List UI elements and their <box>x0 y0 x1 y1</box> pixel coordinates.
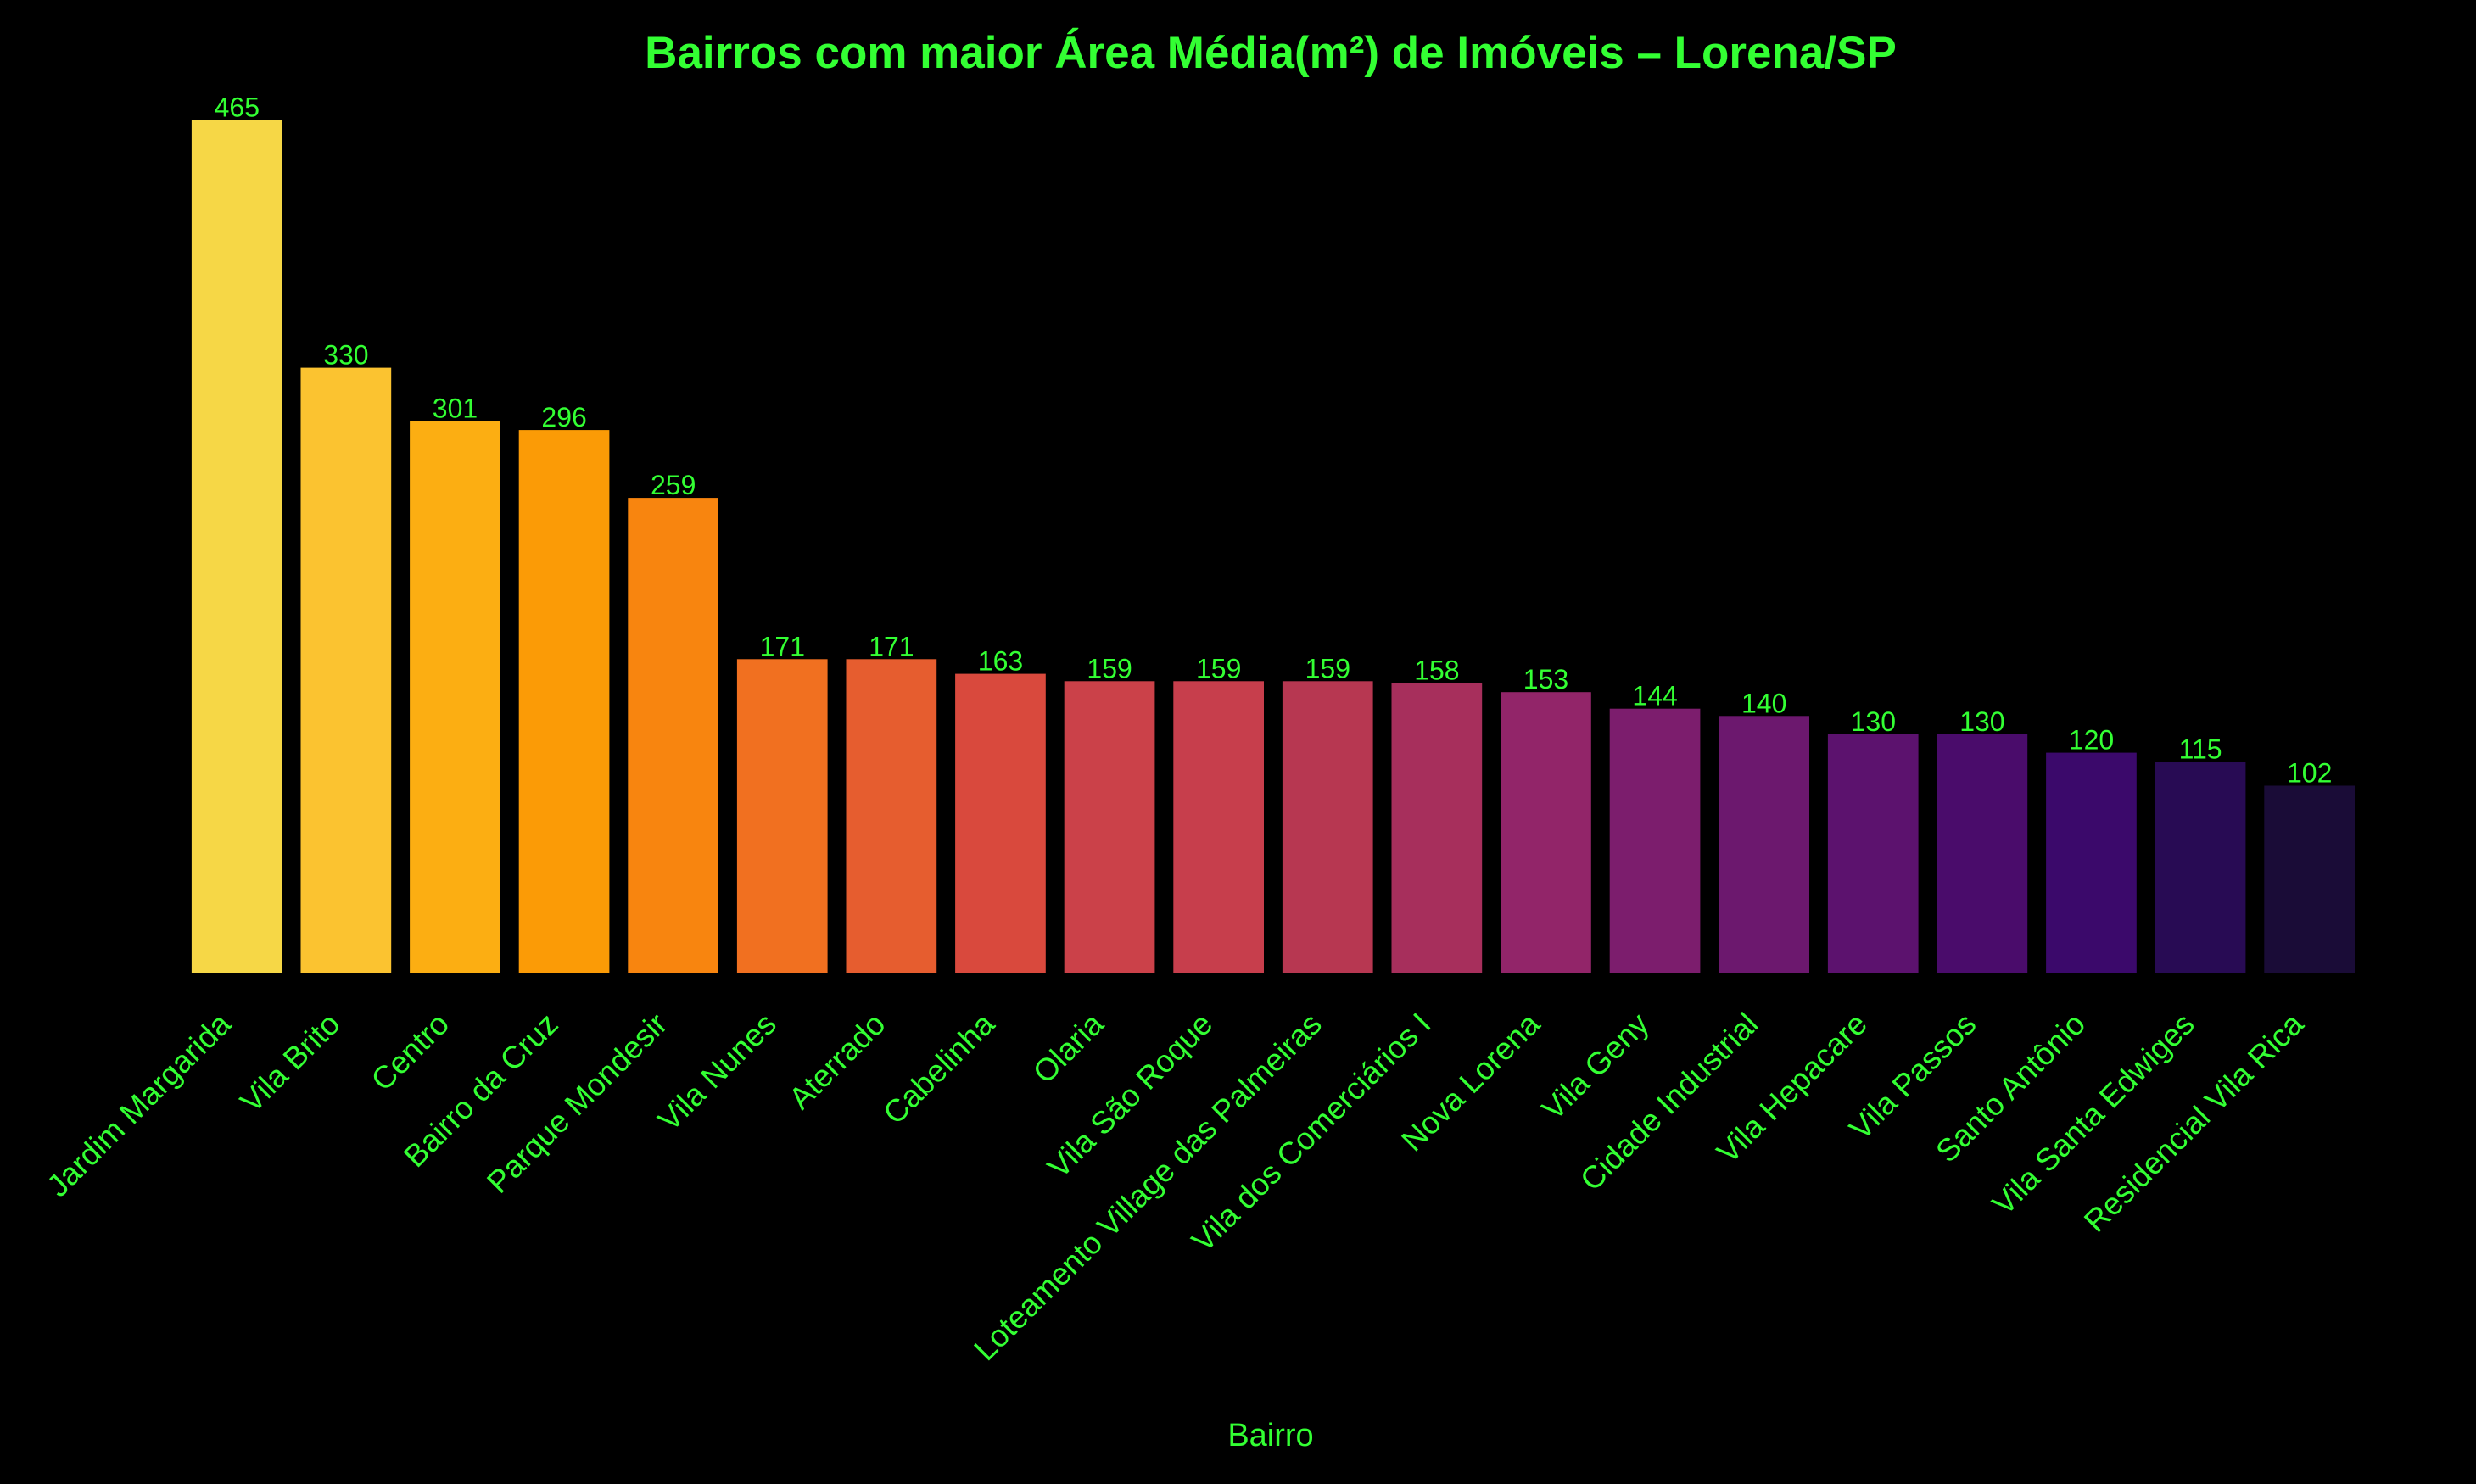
value-labels-group: 465 330 301 296 259 171 171 163 159 159 159 158 153 1… <box>215 92 2333 789</box>
bar-3 <box>410 421 500 973</box>
bar-value-label: 130 <box>1959 706 2004 737</box>
bar-18 <box>2046 752 2137 973</box>
bar-17 <box>1937 734 2028 973</box>
bar-16 <box>1827 734 1919 973</box>
bar-13 <box>1501 692 1591 973</box>
bar-value-label: 301 <box>433 393 478 423</box>
bar-value-label: 159 <box>1087 653 1132 683</box>
bar-1 <box>191 120 282 973</box>
bars-group <box>191 120 2355 974</box>
x-axis-label: Bairro <box>1227 1418 1313 1453</box>
bar-2 <box>300 367 392 974</box>
bar-19 <box>2155 762 2246 973</box>
bar-value-label: 130 <box>1851 706 1896 737</box>
bar-15 <box>1719 716 1809 973</box>
bar-14 <box>1609 708 1701 973</box>
bar-value-label: 159 <box>1196 653 1241 683</box>
bar-6 <box>736 659 828 973</box>
bar-value-label: 465 <box>215 92 260 123</box>
bar-value-label: 140 <box>1741 688 1786 718</box>
bar-10 <box>1173 681 1264 973</box>
bar-20 <box>2264 785 2355 973</box>
bar-5 <box>628 498 718 973</box>
bar-value-label: 158 <box>1414 655 1459 685</box>
chart-title: Bairros com maior Área Média(m²) de Imóv… <box>645 27 1897 78</box>
bar-12 <box>1391 683 1483 973</box>
bar-value-label: 330 <box>323 340 368 371</box>
bar-8 <box>955 673 1046 973</box>
bar-value-label: 159 <box>1305 653 1350 683</box>
bar-value-label: 296 <box>541 402 586 432</box>
bar-value-label: 120 <box>2069 725 2114 756</box>
bar-value-label: 163 <box>978 646 1023 677</box>
bar-value-label: 259 <box>651 470 696 500</box>
bar-value-label: 153 <box>1523 664 1568 695</box>
bar-value-label: 102 <box>2287 758 2332 789</box>
bar-7 <box>846 659 937 973</box>
bar-value-label: 115 <box>2179 734 2222 764</box>
bar-11 <box>1282 681 1373 973</box>
bar-value-label: 144 <box>1632 681 1677 711</box>
bar-9 <box>1064 681 1155 973</box>
bar-4 <box>518 430 610 974</box>
bar-value-label: 171 <box>760 631 805 661</box>
bar-value-label: 171 <box>869 631 914 661</box>
